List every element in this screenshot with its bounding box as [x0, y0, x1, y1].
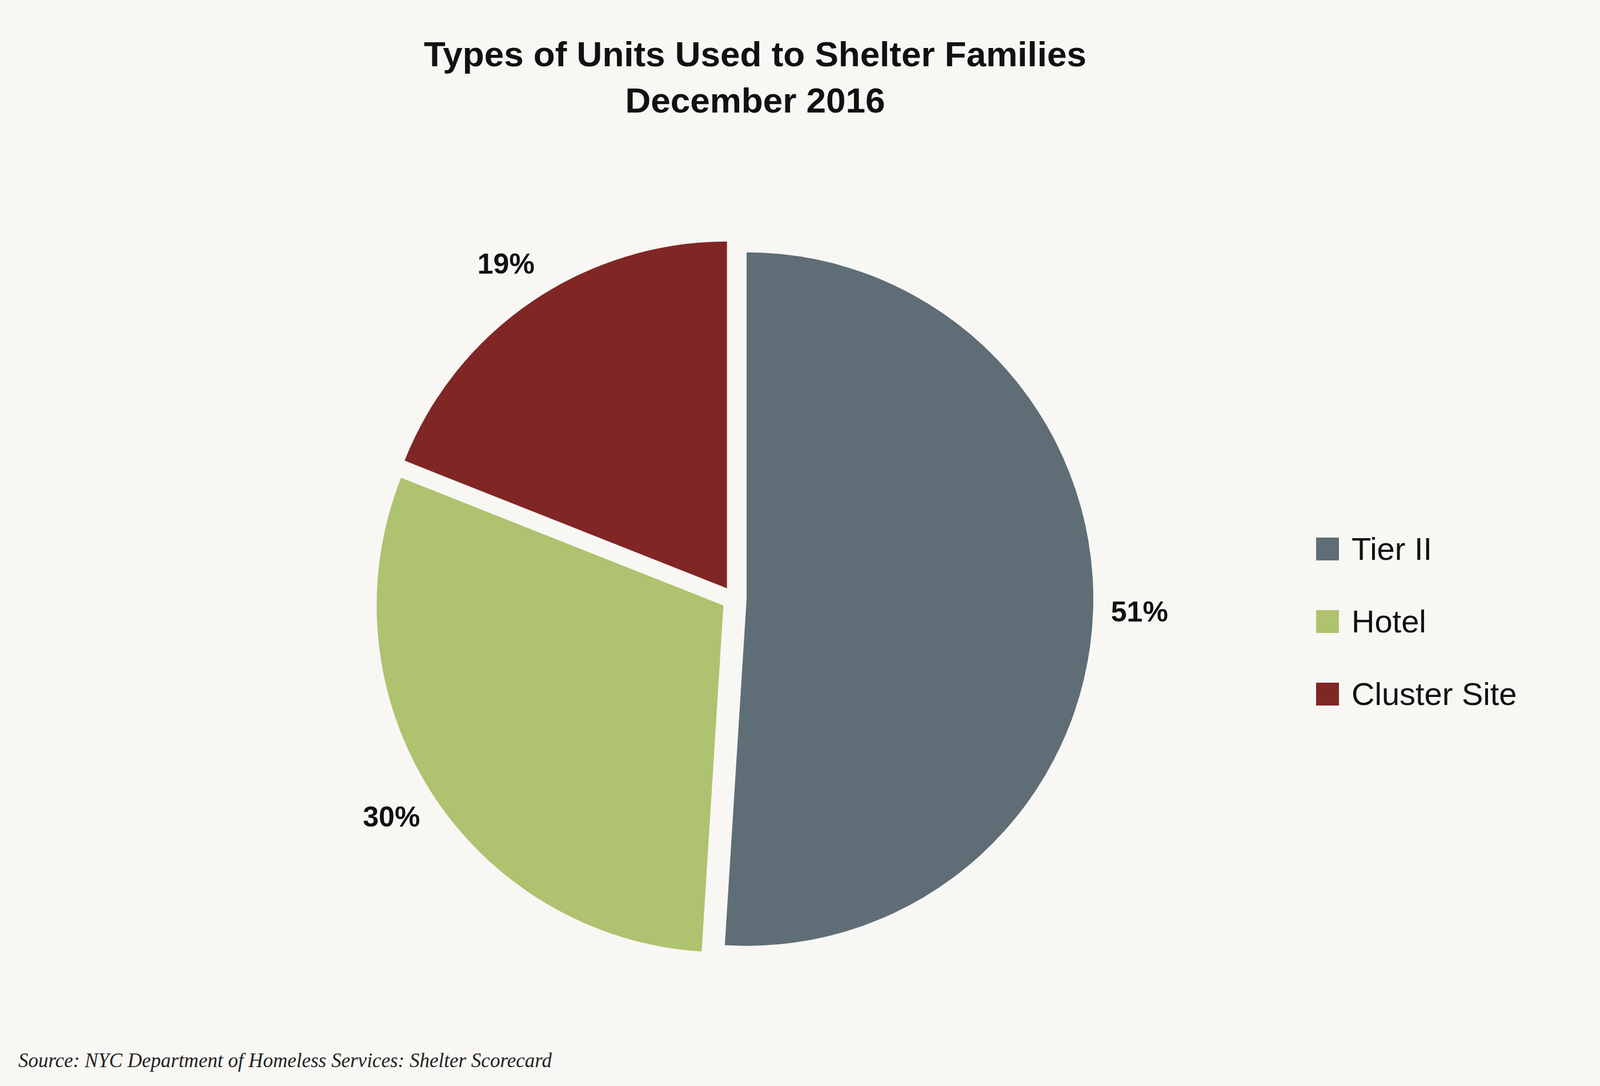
- data-label: 19%: [477, 247, 535, 280]
- pie-slice: [724, 252, 1094, 946]
- data-label: 51%: [1111, 595, 1169, 628]
- title: Types of Units Used to Shelter Families: [423, 34, 1087, 74]
- data-label: 30%: [362, 800, 420, 833]
- source: Source: NYC Department of Homeless Servi…: [18, 1049, 553, 1072]
- legend-label: Hotel: [1351, 603, 1427, 640]
- legend-label: Cluster Site: [1351, 675, 1517, 712]
- slices: [376, 241, 1094, 952]
- background: [0, 0, 1600, 1086]
- legend-label: Tier II: [1351, 530, 1433, 567]
- chart: Types of Units Used to Shelter Families D…: [0, 0, 1600, 1086]
- subtitle: December 2016: [625, 80, 886, 120]
- legend: Tier II Hotel Cluster Site: [1316, 530, 1517, 712]
- legend-swatch: [1316, 682, 1339, 706]
- data-labels: 51% 30% 19%: [362, 247, 1169, 833]
- pie-slice: [404, 241, 727, 589]
- legend-swatch: [1316, 610, 1339, 633]
- legend-swatch: [1316, 537, 1339, 561]
